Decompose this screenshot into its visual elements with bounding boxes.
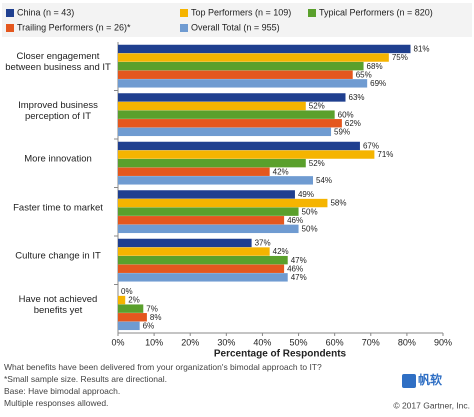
bar	[118, 238, 252, 248]
x-tick-label: 70%	[362, 337, 380, 347]
legend-label: Trailing Performers (n = 26)*	[17, 22, 131, 32]
value-label: 58%	[330, 199, 346, 208]
x-tick-label: 10%	[145, 337, 163, 347]
value-label: 52%	[309, 159, 325, 168]
bar	[118, 295, 126, 305]
x-tick-label: 30%	[217, 337, 235, 347]
x-tick-label: 20%	[181, 337, 199, 347]
bar	[118, 273, 288, 282]
value-label: 37%	[255, 239, 271, 248]
bar	[118, 70, 353, 79]
value-label: 71%	[377, 150, 393, 159]
legend-swatch	[308, 9, 316, 17]
logo-icon	[402, 374, 416, 388]
bar	[118, 198, 328, 208]
value-label: 8%	[150, 313, 162, 322]
bar	[118, 53, 389, 62]
bar	[118, 167, 270, 176]
bar	[118, 216, 285, 225]
logo-text: 帆软	[418, 372, 442, 387]
bar	[118, 158, 306, 168]
bar	[118, 207, 299, 216]
legend-swatch	[180, 9, 188, 17]
bar	[118, 93, 346, 102]
x-tick-label: 80%	[398, 337, 416, 347]
legend-label: Top Performers (n = 109)	[191, 7, 291, 17]
value-label: 68%	[367, 62, 383, 71]
value-label: 46%	[287, 216, 303, 225]
bar	[118, 79, 368, 88]
value-label: 52%	[309, 102, 325, 111]
category-label: Faster time to market	[13, 202, 103, 214]
category-label: Improved business perception of IT	[18, 99, 98, 122]
x-tick-label: 60%	[326, 337, 344, 347]
value-label: 50%	[302, 207, 318, 216]
value-label: 6%	[143, 321, 155, 330]
bar	[118, 224, 299, 234]
value-label: 7%	[146, 304, 158, 313]
x-tick-label: 50%	[290, 337, 308, 347]
value-label: 60%	[338, 110, 354, 119]
legend-label: Overall Total (n = 955)	[191, 22, 280, 32]
bar	[118, 264, 285, 273]
bar	[118, 119, 342, 128]
bar	[118, 313, 147, 322]
legend-swatch	[6, 9, 14, 17]
value-label: 49%	[298, 190, 314, 199]
x-axis-title: Percentage of Respondents	[214, 349, 347, 360]
legend-label: Typical Performers (n = 820)	[319, 7, 433, 17]
footnote: Multiple responses allowed.	[4, 398, 109, 408]
value-label: 2%	[128, 296, 140, 305]
x-tick-label: 90%	[434, 337, 452, 347]
bar	[118, 127, 332, 137]
value-label: 69%	[370, 79, 386, 88]
x-tick-label: 0%	[111, 337, 124, 347]
value-label: 54%	[316, 176, 332, 185]
bar	[118, 321, 140, 331]
value-label: 63%	[349, 93, 365, 102]
category-label: More innovation	[24, 153, 92, 165]
value-label: 65%	[356, 70, 372, 79]
bar	[118, 61, 364, 71]
legend-swatch	[6, 24, 14, 32]
value-label: 47%	[291, 256, 307, 265]
value-label: 0%	[121, 287, 133, 296]
bar	[118, 101, 306, 111]
category-label: Closer engagement between business and I…	[5, 51, 111, 74]
legend-label: China (n = 43)	[17, 7, 74, 17]
source: © 2017 Gartner, Inc.	[393, 400, 470, 410]
value-label: 62%	[345, 119, 361, 128]
value-label: 46%	[287, 264, 303, 273]
bar	[118, 110, 335, 119]
category-label: Culture change in IT	[15, 250, 101, 262]
value-label: 75%	[392, 53, 408, 62]
footnote: *Small sample size. Results are directio…	[4, 374, 167, 384]
value-label: 81%	[414, 45, 430, 54]
bar	[118, 44, 411, 54]
category-label: Have not achieved benefits yet	[18, 293, 98, 316]
value-label: 42%	[273, 247, 289, 256]
bar	[118, 255, 288, 265]
value-label: 47%	[291, 273, 307, 282]
value-label: 59%	[334, 127, 350, 136]
value-label: 67%	[363, 142, 379, 151]
footnote: What benefits have been delivered from y…	[4, 362, 322, 372]
legend-box	[2, 3, 472, 37]
bar	[118, 247, 270, 256]
bar	[118, 141, 360, 151]
legend-swatch	[180, 24, 188, 32]
bar	[118, 176, 313, 185]
bar	[118, 150, 375, 159]
value-label: 42%	[273, 167, 289, 176]
footnote: Base: Have bimodal approach.	[4, 386, 121, 396]
x-tick-label: 40%	[253, 337, 271, 347]
bar	[118, 190, 295, 199]
bar	[118, 304, 144, 313]
value-label: 50%	[302, 224, 318, 233]
